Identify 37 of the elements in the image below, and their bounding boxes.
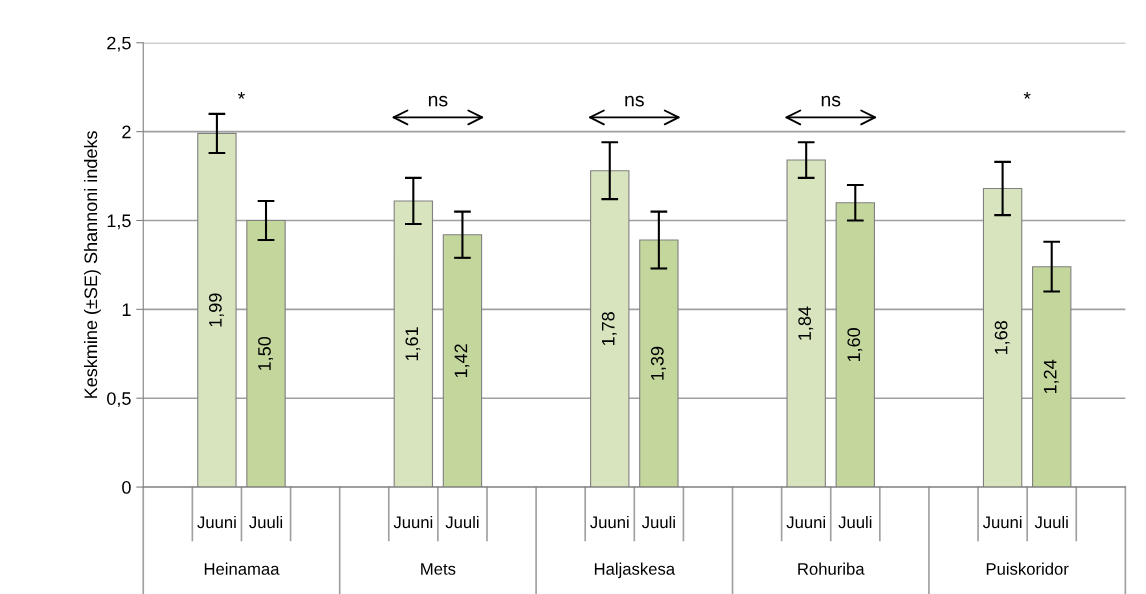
data-label: 1,24 (1043, 359, 1059, 394)
x-tick-label: Juuli (249, 515, 283, 529)
data-label: 1,61 (405, 327, 421, 361)
text: Rohuriba (798, 562, 865, 575)
data-label: 1,42 (454, 344, 470, 378)
text: Mets (421, 563, 456, 575)
y-tick-label: 0,5 (107, 392, 131, 408)
data-label: 1,39 (650, 346, 666, 380)
text: Heinamaa (204, 562, 280, 575)
y-tick-label: 1,5 (107, 214, 131, 230)
x-tick-label: Juuni (393, 515, 433, 529)
y-tick-label: 0 (122, 481, 131, 494)
data-label: 1,99 (208, 293, 224, 327)
annotation: ns (625, 95, 644, 107)
y-tick-label: 2 (122, 125, 131, 139)
x-tick-label: Juuni (786, 515, 825, 529)
x-tick-label: Juuni (197, 515, 236, 529)
annotation: ns (821, 95, 841, 107)
x-tick-label: Juuli (838, 515, 872, 529)
x-tick-label: Juuni (590, 515, 629, 529)
data-label: 1,60 (847, 328, 863, 362)
x-tick-label: Juuli (641, 515, 675, 529)
x-tick-label: Juuni (982, 515, 1022, 529)
y-axis-title: Keskmine (±SE) Shannoni indeks (83, 131, 101, 398)
text: Puiskoridor (986, 562, 1069, 575)
y-tick-label: 1 (122, 303, 131, 316)
text: Haljaskesa (594, 562, 676, 579)
x-tick-label: Juuli (445, 515, 479, 529)
y-tick-label: 2,5 (107, 36, 131, 52)
data-label: 1,78 (601, 312, 617, 346)
data-label: 1,50 (258, 336, 273, 370)
annotation: * (237, 92, 245, 99)
data-label: 1,84 (798, 306, 814, 340)
annotation: * (1023, 92, 1031, 99)
data-label: 1,68 (994, 321, 1010, 354)
annotation: ns (428, 95, 448, 107)
x-tick-label: Juuli (1034, 515, 1068, 529)
